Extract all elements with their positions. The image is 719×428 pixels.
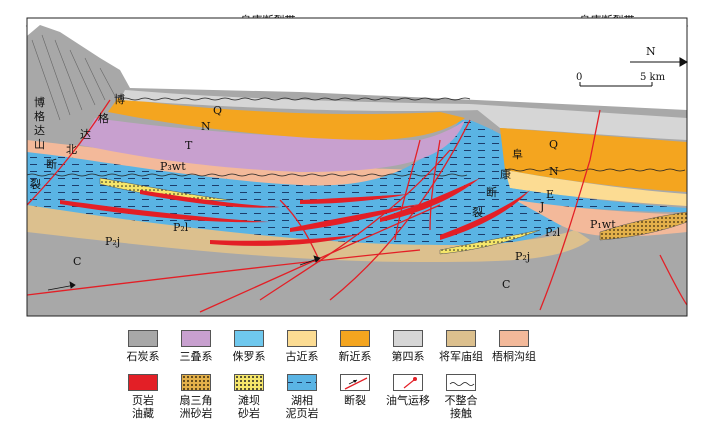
legend-label: 梧桐沟组	[492, 350, 536, 363]
legend-label: 滩坝 砂岩	[238, 394, 260, 420]
migration-arrow-icon	[393, 374, 423, 391]
legend-item-migration: 油气运移	[373, 374, 443, 407]
stratum-n-left: N	[201, 120, 211, 133]
legend-label: 三叠系	[179, 350, 213, 363]
legend-item-beach-bar: 滩坝 砂岩	[214, 374, 284, 420]
legend-swatch	[234, 330, 264, 347]
mountain-hatch	[31, 34, 116, 121]
triassic-layer	[80, 118, 465, 172]
fault-offset-arrows	[47, 255, 321, 291]
stratum-p2l-left: P₂l	[173, 221, 189, 234]
legend-swatch	[499, 330, 529, 347]
paleogene-right	[505, 170, 687, 206]
legend-label: 断裂	[344, 394, 366, 407]
north-arrow-label: N	[646, 45, 656, 58]
bogda-label-r3: 达	[80, 128, 91, 141]
bogda-label-r1: 博	[114, 93, 125, 106]
geologic-cross-section: 阜康断裂带 上盘 阜康断裂带 下盘	[25, 13, 689, 317]
fukang-label-4: 裂	[472, 206, 483, 219]
legend-item-neogene: 新近系	[320, 330, 390, 363]
jurassic-right	[510, 188, 687, 212]
bogda-label-2: 格	[34, 109, 45, 123]
neogene-right	[500, 128, 687, 192]
stratum-c-right: C	[502, 278, 510, 291]
legend-item-unconformity: 不整合 接触	[426, 374, 496, 420]
stratum-p2j-right: P₂j	[515, 250, 530, 263]
stratum-p1wt-right: P₁wt	[590, 218, 616, 231]
legend-label: 第四系	[391, 350, 425, 363]
legend-item-fault: 断裂	[320, 374, 390, 407]
fault-icon	[340, 374, 370, 391]
bogda-label-6: 断	[46, 157, 57, 171]
legend-label: 新近系	[338, 350, 372, 363]
quaternary-cap-left	[120, 90, 480, 111]
fukang-label-3: 断	[486, 185, 497, 199]
legend-item-jurassic: 侏罗系	[214, 330, 284, 363]
legend-label: 古近系	[285, 350, 319, 363]
legend-swatch	[234, 374, 264, 391]
bogda-label-r2: 格	[98, 111, 109, 125]
scale-start: 0	[576, 72, 582, 83]
legend-item-fan-delta: 扇三角 洲砂岩	[161, 374, 231, 420]
legend-item-lacustrine: 湖相 泥页岩	[267, 374, 337, 420]
legend-item-quaternary: 第四系	[373, 330, 443, 363]
legend-label: 石炭系	[126, 350, 160, 363]
bogda-label-3: 达	[34, 124, 45, 137]
legend-item-carboniferous: 石炭系	[108, 330, 178, 363]
stratum-p2j-left: P₂j	[105, 235, 120, 248]
legend-label: 侏罗系	[232, 350, 266, 363]
bogda-label-1: 博	[34, 96, 45, 109]
neogene-layer-left	[108, 98, 465, 140]
legend-label: 不整合 接触	[444, 394, 478, 420]
legend-item-shale-oil: 页岩 油藏	[108, 374, 178, 420]
north-arrow	[630, 57, 689, 67]
legend: 石炭系 三叠系 侏罗系 古近系 新近系 第四系 将军庙组 梧桐沟组 页岩 油藏 …	[0, 322, 719, 428]
bogda-label-7: 裂	[30, 178, 41, 191]
stratum-p2l-right: P₂l	[545, 226, 561, 239]
legend-label: 将军庙组	[439, 350, 483, 363]
legend-swatch	[340, 330, 370, 347]
bogda-label-5: 北	[66, 143, 77, 156]
legend-label: 扇三角 洲砂岩	[179, 394, 213, 420]
legend-swatch	[446, 330, 476, 347]
stratum-e-right: E	[546, 188, 554, 201]
legend-swatch	[287, 374, 317, 391]
stratum-n-right: N	[549, 165, 559, 178]
legend-item-wutonggou: 梧桐沟组	[479, 330, 549, 363]
stratum-c-left: C	[73, 255, 81, 268]
beach-bar-sand-right	[439, 229, 541, 255]
legend-swatch	[287, 330, 317, 347]
stratum-j-right: J	[539, 200, 544, 213]
quaternary-right	[470, 104, 687, 140]
scale-end: 5 km	[640, 72, 666, 83]
legend-swatch	[181, 330, 211, 347]
unconformity-lines	[27, 97, 686, 177]
legend-item-jiangjunmiao: 将军庙组	[426, 330, 496, 363]
legend-swatch	[128, 330, 158, 347]
legend-item-triassic: 三叠系	[161, 330, 231, 363]
legend-label: 油气运移	[386, 394, 430, 407]
legend-item-paleogene: 古近系	[267, 330, 337, 363]
fukang-label-1: 阜	[512, 148, 523, 161]
legend-swatch	[393, 330, 423, 347]
sky	[27, 18, 687, 110]
legend-swatch	[128, 374, 158, 391]
bogda-label-4: 山	[34, 138, 45, 151]
fan-delta-sand-right	[599, 211, 687, 241]
section-frame	[26, 17, 688, 317]
stratum-p3wt-left: P₃wt	[160, 160, 186, 173]
stratum-t-left: T	[185, 139, 193, 152]
legend-swatch	[181, 374, 211, 391]
scale-bar	[579, 82, 653, 87]
legend-label: 湖相 泥页岩	[285, 394, 319, 420]
legend-label: 页岩 油藏	[132, 394, 154, 420]
stratum-q-right: Q	[549, 138, 558, 151]
unconformity-icon	[446, 374, 476, 391]
stratum-q-left: Q	[213, 104, 222, 117]
fukang-label-2: 康	[500, 167, 511, 181]
